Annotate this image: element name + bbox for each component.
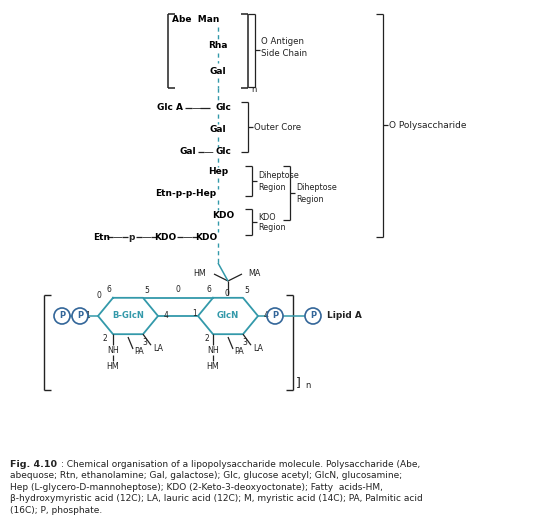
Text: Etn-p-p-Hep: Etn-p-p-Hep [155,190,216,198]
Text: —: — [191,103,201,113]
Text: MA: MA [248,268,260,278]
Text: 0: 0 [96,291,102,300]
Text: 0: 0 [175,285,180,294]
Text: B-GlcN: B-GlcN [112,311,144,321]
Text: 5: 5 [145,286,150,295]
Text: 6: 6 [207,285,211,294]
Text: Lipid A: Lipid A [327,311,362,321]
Text: HM: HM [107,362,119,371]
Text: 0: 0 [224,290,229,298]
Text: 6: 6 [107,285,111,294]
Text: p: p [128,233,134,241]
Text: Glc A: Glc A [157,104,183,112]
Text: Rha: Rha [208,41,228,50]
Text: Etn: Etn [93,233,110,241]
Text: 2: 2 [103,334,108,343]
Text: LA: LA [153,343,163,353]
Text: KDO: KDO [212,210,234,220]
Text: 2: 2 [204,334,209,343]
Text: KDO: KDO [154,233,176,241]
Text: 4: 4 [264,311,268,321]
Text: Hep (L-glycero-D-mannoheptose); KDO (2-Keto-3-deoxyoctonate); Fatty  acids-HM,: Hep (L-glycero-D-mannoheptose); KDO (2-K… [10,483,383,492]
Text: NH: NH [207,346,219,355]
Text: 1: 1 [193,309,197,319]
Text: NH: NH [107,346,119,355]
Text: Gal: Gal [210,66,226,76]
Text: 1: 1 [86,311,90,321]
Text: —: — [141,232,151,242]
Text: KDO: KDO [258,212,275,222]
Text: β-hydroxymyristic acid (12C); LA, lauric acid (12C); M, myristic acid (14C); PA,: β-hydroxymyristic acid (12C); LA, lauric… [10,494,422,503]
Text: —: — [182,232,192,242]
Text: O Polysaccharide: O Polysaccharide [389,121,466,130]
Text: P: P [59,311,65,321]
Text: P: P [77,311,83,321]
Text: Hep: Hep [208,167,228,177]
Text: Side Chain: Side Chain [261,49,307,57]
Text: O Antigen: O Antigen [261,37,304,47]
Text: P: P [272,311,278,321]
Text: PA: PA [134,348,144,356]
Text: 5: 5 [245,286,250,295]
Text: Glc: Glc [215,104,231,112]
Text: Outer Core: Outer Core [254,122,301,132]
Text: 3: 3 [243,338,247,347]
Text: n: n [305,381,310,391]
Text: HM: HM [193,269,206,279]
Text: : Chemical organisation of a lipopolysaccharide molecule. Polysaccharide (Abe,: : Chemical organisation of a lipopolysac… [61,460,421,469]
Text: Diheptose: Diheptose [296,182,337,192]
Text: Glc: Glc [215,148,231,156]
Text: PA: PA [234,348,244,356]
Text: Abe  Man: Abe Man [172,16,220,24]
Text: n: n [251,84,257,94]
Text: —: — [203,147,213,157]
Text: ]: ] [295,377,300,390]
Text: Gal: Gal [210,125,226,135]
Text: (16C); P, phosphate.: (16C); P, phosphate. [10,506,102,514]
Text: LA: LA [253,343,263,353]
Text: Region: Region [258,182,286,192]
Text: Gal: Gal [179,148,196,156]
Text: GlcN: GlcN [217,311,239,321]
Text: P: P [310,311,316,321]
Text: KDO: KDO [195,233,217,241]
Text: Diheptose: Diheptose [258,170,299,180]
Text: —: — [112,232,122,242]
Text: abequose; Rtn, ethanolamine; Gal, galactose); Glc, glucose acetyl; GlcN, glucosa: abequose; Rtn, ethanolamine; Gal, galact… [10,471,402,480]
Text: Fig. 4.10: Fig. 4.10 [10,460,56,469]
Text: Region: Region [258,223,286,233]
Text: Region: Region [296,194,323,204]
Text: HM: HM [207,362,220,371]
Text: 3: 3 [143,338,147,347]
Text: 4: 4 [164,311,168,321]
